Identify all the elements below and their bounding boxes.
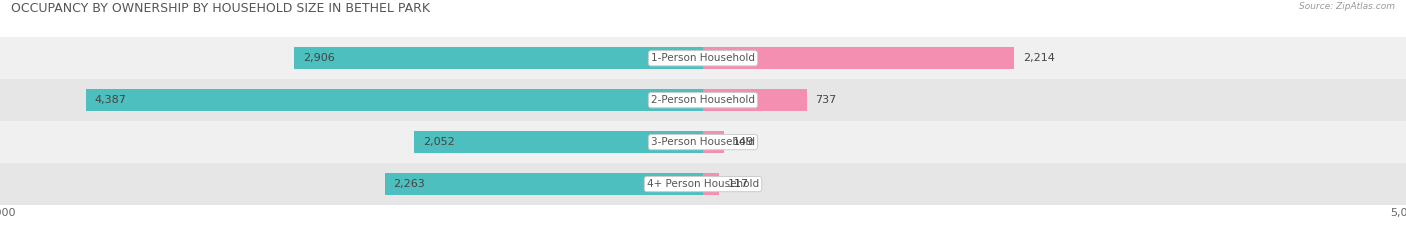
Text: 737: 737 (815, 95, 837, 105)
Text: 117: 117 (728, 179, 749, 189)
Bar (415, 131, 703, 153)
Text: 2,263: 2,263 (394, 179, 425, 189)
Bar (703, 131, 724, 153)
Bar (385, 173, 703, 195)
Text: 2-Person Household: 2-Person Household (651, 95, 755, 105)
Text: 149: 149 (733, 137, 754, 147)
Bar (294, 47, 703, 69)
Bar (86, 89, 703, 111)
Text: 3-Person Household: 3-Person Household (651, 137, 755, 147)
Bar (0, 121, 1406, 163)
Bar (0, 37, 1406, 79)
Text: 1-Person Household: 1-Person Household (651, 53, 755, 63)
Bar (0, 79, 1406, 121)
Bar (703, 173, 720, 195)
Bar (703, 47, 1014, 69)
Text: 4,387: 4,387 (94, 95, 127, 105)
Bar (0, 163, 1406, 205)
Text: OCCUPANCY BY OWNERSHIP BY HOUSEHOLD SIZE IN BETHEL PARK: OCCUPANCY BY OWNERSHIP BY HOUSEHOLD SIZE… (11, 2, 430, 15)
Text: Source: ZipAtlas.com: Source: ZipAtlas.com (1299, 2, 1395, 11)
Text: 2,906: 2,906 (302, 53, 335, 63)
Text: 2,214: 2,214 (1022, 53, 1054, 63)
Text: 4+ Person Household: 4+ Person Household (647, 179, 759, 189)
Text: 2,052: 2,052 (423, 137, 454, 147)
Bar (703, 89, 807, 111)
